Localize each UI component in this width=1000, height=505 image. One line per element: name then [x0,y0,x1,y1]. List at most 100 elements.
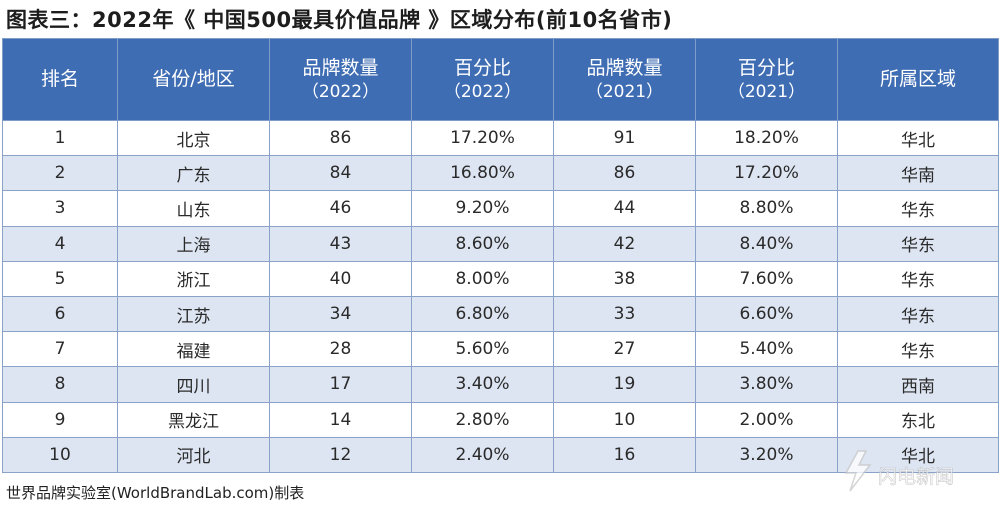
table-cell: 84 [269,155,412,192]
table-row: 7 福建 28 5.60% 27 5.40% 华东 [2,331,999,368]
table-cell: 6.60% [695,295,838,333]
table-row: 1 北京 86 17.20% 91 18.20% 华北 [2,119,999,157]
table-cell: 江苏 [117,295,270,333]
table-cell: 华北 [837,119,999,157]
table-cell: 18.20% [695,119,838,157]
table-cell: 四川 [117,366,270,403]
column-header-label: 品牌数量 [586,57,663,80]
table-cell: 2.00% [695,401,838,438]
table-row: 3 山东 46 9.20% 44 8.80% 华东 [2,190,999,227]
table-cell: 3.40% [411,366,554,403]
table-cell: 华南 [837,155,999,192]
table-cell: 10 [553,401,696,438]
column-header: 品牌数量 （2022） [269,38,412,121]
table-cell: 3.80% [695,366,838,403]
table-cell: 28 [269,331,412,368]
table-cell: 华东 [837,295,999,333]
table-cell: 17.20% [411,119,554,157]
table-row: 4 上海 43 8.60% 42 8.40% 华东 [2,225,999,262]
table-cell: 17.20% [695,155,838,192]
table-row: 9 黑龙江 14 2.80% 10 2.00% 东北 [2,401,999,438]
table-cell: 6.80% [411,295,554,333]
table-cell: 40 [269,260,412,297]
table-cell: 91 [553,119,696,157]
table-cell: 86 [553,155,696,192]
column-header: 排名 [2,38,118,121]
table-row: 5 浙江 40 8.00% 38 7.60% 华东 [2,260,999,297]
table-cell: 8.80% [695,190,838,227]
table-cell: 黑龙江 [117,401,270,438]
table-cell: 6 [2,295,118,333]
table-row: 8 四川 17 3.40% 19 3.80% 西南 [2,366,999,403]
table-row: 6 江苏 34 6.80% 33 6.60% 华东 [2,295,999,333]
table-cell: 西南 [837,366,999,403]
table-cell: 42 [553,225,696,262]
table-cell: 华东 [837,331,999,368]
column-header: 所属区域 [837,38,999,121]
column-header-label: 品牌数量 [302,57,379,80]
table-cell: 44 [553,190,696,227]
table-cell: 33 [553,295,696,333]
table-cell: 46 [269,190,412,227]
table-cell: 9.20% [411,190,554,227]
table-cell: 浙江 [117,260,270,297]
table-cell: 华东 [837,225,999,262]
table-cell: 华东 [837,190,999,227]
table-cell: 16 [553,436,696,473]
table-cell: 14 [269,401,412,438]
table-cell: 5 [2,260,118,297]
table-cell: 4 [2,225,118,262]
table-cell: 1 [2,119,118,157]
table-cell: 38 [553,260,696,297]
table-body: 1 北京 86 17.20% 91 18.20% 华北 2 广东 84 16.80% 86 17.20%… [2,119,999,473]
table-cell: 8.60% [411,225,554,262]
table-cell: 8.40% [695,225,838,262]
table-cell: 福建 [117,331,270,368]
table-cell: 8.00% [411,260,554,297]
column-header-label: 百分比 [737,57,795,80]
table-cell: 43 [269,225,412,262]
table-cell: 16.80% [411,155,554,192]
table-row: 2 广东 84 16.80% 86 17.20% 华南 [2,155,999,192]
table-cell: 9 [2,401,118,438]
table-cell: 12 [269,436,412,473]
table-cell: 3.20% [695,436,838,473]
column-header-year: （2022） [443,81,522,102]
column-header-label: 百分比 [453,57,511,80]
column-header-year: （2021） [727,81,806,102]
table-cell: 山东 [117,190,270,227]
table-cell: 上海 [117,225,270,262]
column-header: 品牌数量 （2021） [553,38,696,121]
column-header-year: （2022） [301,81,380,102]
table-cell: 河北 [117,436,270,473]
page-title: 图表三：2022年《 中国500最具价值品牌 》区域分布(前10名省市) [6,8,673,32]
table-cell: 东北 [837,401,999,438]
table-cell: 5.60% [411,331,554,368]
table-cell: 27 [553,331,696,368]
table-cell: 8 [2,366,118,403]
column-header: 省份/地区 [117,38,270,121]
table-cell: 7.60% [695,260,838,297]
table-row: 10 河北 12 2.40% 16 3.20% 华北 [2,436,999,473]
table-cell: 34 [269,295,412,333]
table-cell: 2 [2,155,118,192]
column-header-year: （2021） [585,81,664,102]
table-cell: 华东 [837,260,999,297]
table-cell: 7 [2,331,118,368]
table-cell: 3 [2,190,118,227]
table-cell: 17 [269,366,412,403]
column-header-label: 省份/地区 [152,68,235,91]
watermark-text: 闪电新闻 [878,466,954,488]
table-cell: 广东 [117,155,270,192]
column-header: 百分比 （2022） [411,38,554,121]
table-header-row: 排名 省份/地区 品牌数量 （2022） 百分比 （2022） 品牌数量 （2021） 百分比（… [2,38,999,121]
column-header-label: 所属区域 [879,68,956,91]
table-cell: 86 [269,119,412,157]
news-logo-icon: 闪电新闻 [840,445,990,497]
table-cell: 5.40% [695,331,838,368]
table-cell: 2.80% [411,401,554,438]
table-cell: 2.40% [411,436,554,473]
column-header-label: 排名 [40,68,79,91]
table-cell: 北京 [117,119,270,157]
source-note: 世界品牌实验室(WorldBrandLab.com)制表 [6,484,305,502]
